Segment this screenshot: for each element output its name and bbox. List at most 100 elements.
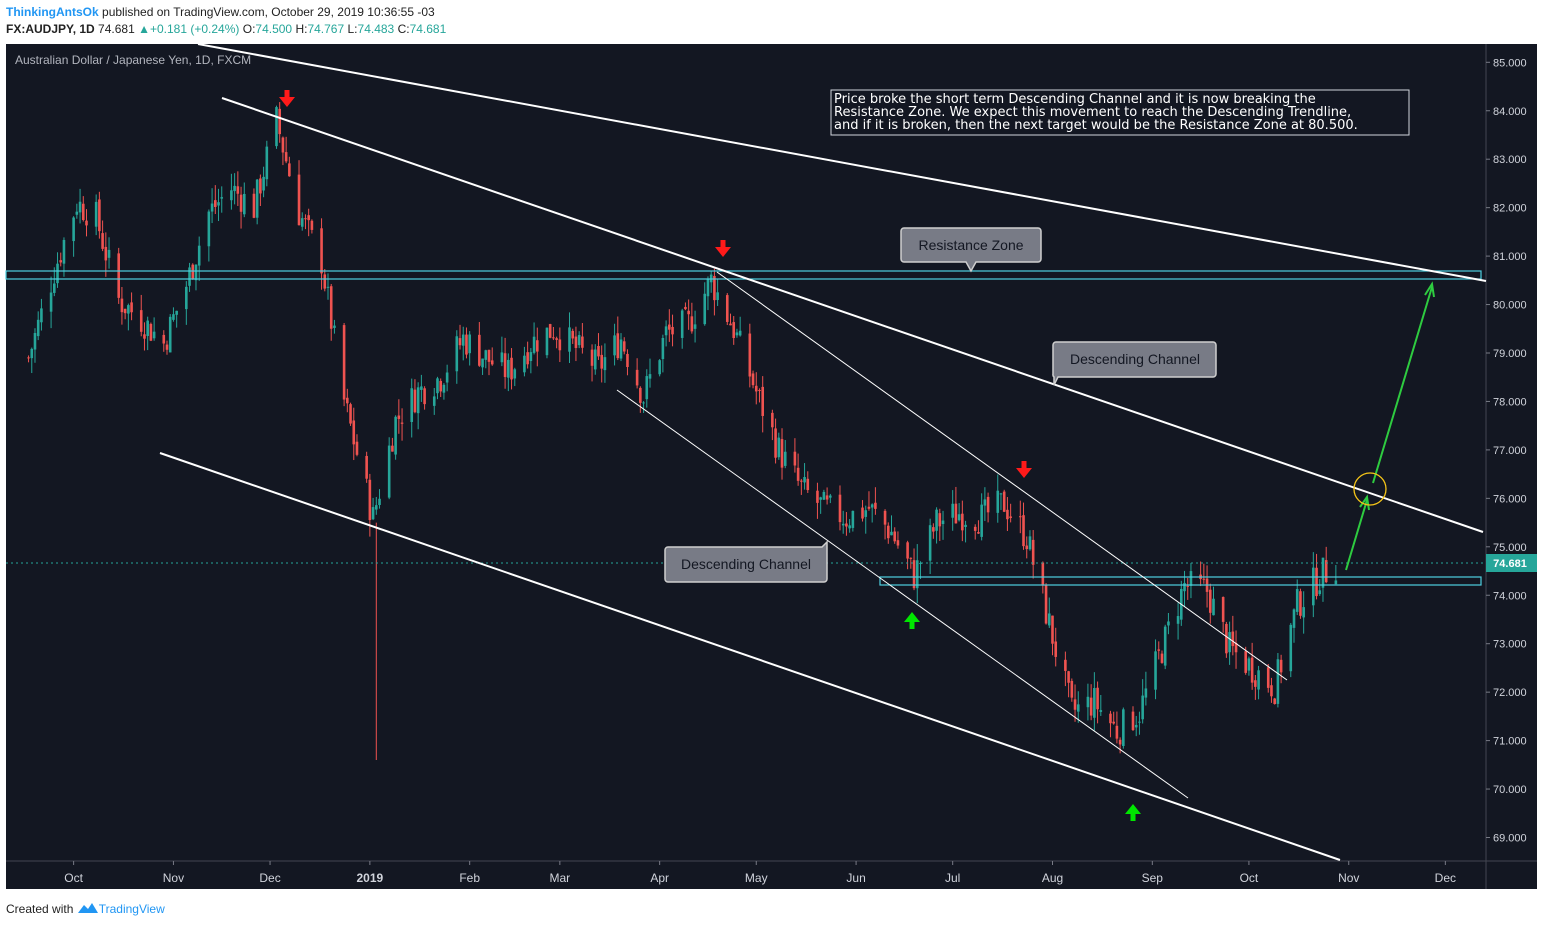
candle-body bbox=[800, 480, 803, 482]
time-tick-label: Apr bbox=[650, 871, 669, 885]
candle-body bbox=[806, 478, 810, 491]
price-tick-label: 77.000 bbox=[1493, 445, 1527, 457]
candle-body bbox=[529, 352, 533, 362]
candle-body bbox=[172, 314, 175, 320]
candle-body bbox=[1202, 578, 1206, 580]
candle-body bbox=[490, 360, 494, 365]
price-tick-label: 85.000 bbox=[1493, 57, 1527, 69]
candle-body bbox=[822, 491, 826, 500]
candle-body bbox=[906, 542, 909, 559]
analysis-note[interactable]: Price broke the short term Descending Ch… bbox=[830, 89, 1410, 136]
candle-body bbox=[600, 354, 603, 369]
svg-text:Resistance Zone: Resistance Zone bbox=[918, 237, 1023, 253]
candle-body bbox=[194, 264, 198, 281]
candle-body bbox=[568, 327, 571, 352]
username-link[interactable]: ThinkingAntsOk bbox=[6, 5, 99, 19]
analysis-note-line: Resistance Zone. We expect this movement… bbox=[834, 105, 1351, 120]
candle-body bbox=[62, 239, 66, 264]
channel-lower-label[interactable]: Descending Channel bbox=[664, 540, 828, 583]
candle-body bbox=[1031, 539, 1035, 565]
candle-body bbox=[465, 334, 468, 355]
candle-body bbox=[771, 412, 774, 428]
price-tick-label: 78.000 bbox=[1493, 396, 1527, 408]
candle-body bbox=[622, 341, 626, 352]
time-tick-label: Mar bbox=[550, 871, 571, 885]
time-tick-label: Jul bbox=[945, 871, 960, 885]
candle-body bbox=[416, 387, 420, 414]
candle-body bbox=[484, 350, 488, 360]
candle-body bbox=[796, 467, 800, 481]
candle-body bbox=[1228, 632, 1231, 653]
last-price: 74.681 bbox=[98, 22, 135, 36]
candle-body bbox=[1051, 615, 1054, 644]
candle-body bbox=[1141, 695, 1144, 720]
candle-body bbox=[593, 349, 597, 370]
candle-body bbox=[664, 326, 668, 336]
pane-title: Australian Dollar / Japanese Yen, 1D, FX… bbox=[15, 53, 251, 67]
candle-body bbox=[738, 330, 742, 336]
channel-upper-label[interactable]: Descending Channel bbox=[1052, 341, 1217, 386]
interval: 1D bbox=[79, 22, 95, 36]
candle-body bbox=[1154, 651, 1157, 690]
candle-body bbox=[387, 445, 391, 498]
candle-body bbox=[346, 397, 349, 404]
candle-body bbox=[1163, 626, 1167, 666]
price-axis[interactable] bbox=[1486, 44, 1537, 861]
candle-body bbox=[793, 451, 797, 466]
candle-body bbox=[288, 163, 291, 177]
candle-body bbox=[1266, 667, 1270, 688]
candle-body bbox=[307, 215, 310, 221]
candle-body bbox=[98, 199, 101, 232]
candle-body bbox=[1006, 509, 1009, 520]
candle-body bbox=[233, 185, 236, 192]
candle-body bbox=[1270, 685, 1273, 697]
candle-body bbox=[81, 203, 85, 220]
svg-text:Descending Channel: Descending Channel bbox=[681, 556, 811, 572]
candle-body bbox=[932, 527, 935, 532]
candle-body bbox=[725, 295, 729, 322]
projection-arrow-long-head bbox=[1424, 281, 1435, 298]
candle-body bbox=[816, 490, 819, 503]
candle-body bbox=[1131, 711, 1135, 731]
candle-body bbox=[49, 292, 53, 312]
candle-body bbox=[1134, 724, 1138, 728]
candle-body bbox=[1221, 597, 1225, 622]
resistance-zone-label[interactable]: Resistance Zone bbox=[900, 227, 1042, 273]
candle-body bbox=[706, 278, 710, 297]
candle-body bbox=[986, 496, 990, 513]
candle-body bbox=[1157, 649, 1161, 651]
candle-body bbox=[85, 220, 88, 226]
candle-body bbox=[278, 108, 281, 135]
time-tick-label: Nov bbox=[1338, 871, 1359, 885]
candle-body bbox=[146, 320, 149, 336]
candle-body bbox=[996, 490, 1000, 513]
candle-body bbox=[1086, 696, 1090, 708]
candle-body bbox=[152, 331, 156, 339]
candle-body bbox=[935, 509, 938, 531]
analysis-note-text: Price broke the short term Descending Ch… bbox=[834, 92, 1358, 133]
close-value: 74.681 bbox=[409, 22, 447, 36]
candle-body bbox=[1295, 589, 1299, 612]
time-tick-label: Feb bbox=[459, 871, 480, 885]
candle-body bbox=[455, 336, 459, 372]
time-axis[interactable] bbox=[6, 861, 1537, 889]
chart-pane[interactable] bbox=[6, 44, 1486, 861]
tradingview-link[interactable]: TradingView bbox=[98, 902, 165, 916]
candle-body bbox=[735, 332, 739, 336]
time-axis-labels: Oct Nov Dec 2019 Feb Mar Apr May Jun Jul Aug Sep Oct… bbox=[64, 861, 1456, 885]
candle-body bbox=[104, 246, 108, 261]
candle-body bbox=[56, 263, 59, 284]
candle-body bbox=[236, 186, 240, 194]
candle-body bbox=[1167, 621, 1170, 626]
candle-body bbox=[1047, 613, 1051, 626]
candle-body bbox=[912, 560, 916, 589]
symbol-line: FX:AUDJPY, 1D 74.681 ▲+0.181 (+0.24%) O:… bbox=[6, 22, 447, 36]
candle-body bbox=[413, 389, 417, 413]
low-value: 74.483 bbox=[357, 22, 395, 36]
candle-body bbox=[352, 420, 356, 445]
candle-body bbox=[548, 324, 552, 338]
candle-body bbox=[574, 336, 578, 348]
candle-body bbox=[120, 298, 124, 313]
candle-body bbox=[909, 557, 913, 559]
